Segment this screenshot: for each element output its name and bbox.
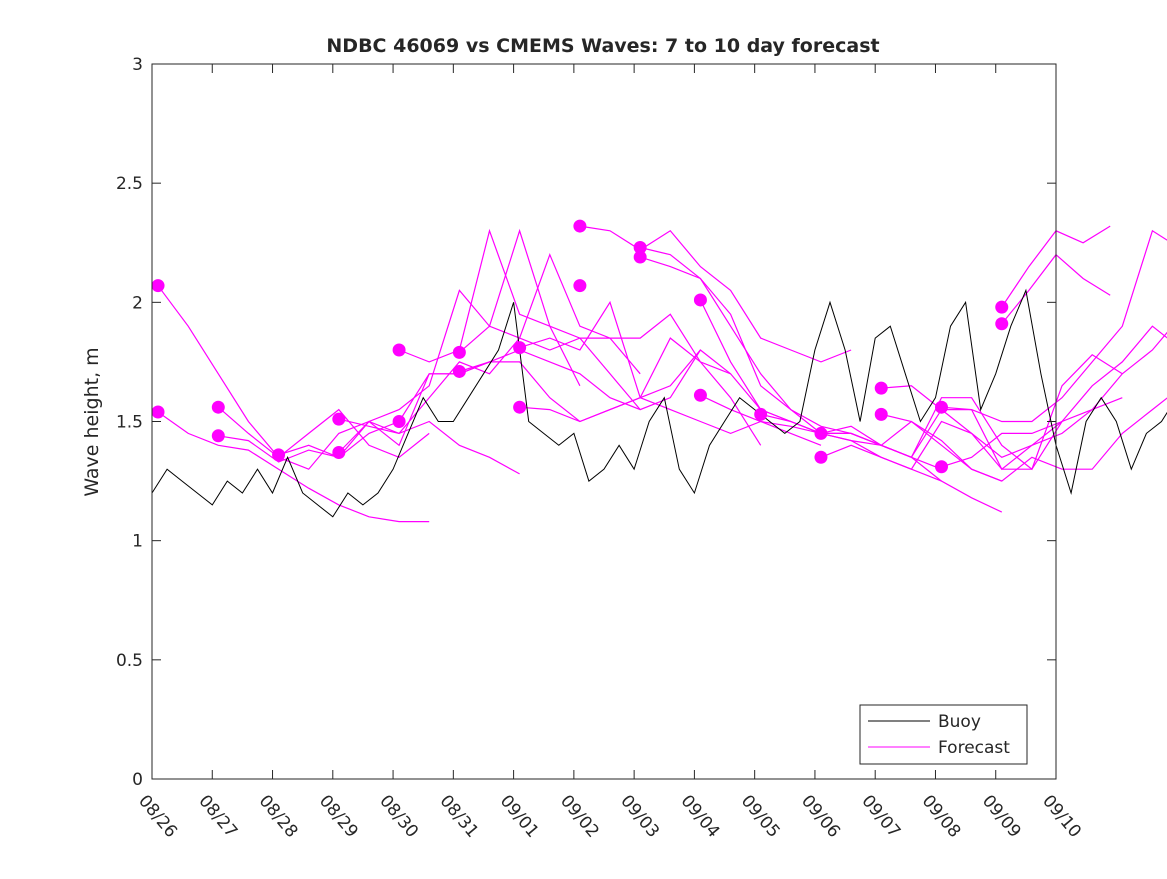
x-tick-label: 09/07 (857, 791, 904, 841)
y-tick-label: 2 (132, 293, 143, 313)
x-tick-label: 09/05 (737, 791, 784, 841)
forecast-start-marker (332, 413, 345, 426)
forecast-line-7 (399, 231, 700, 410)
x-tick-label: 08/29 (315, 791, 362, 841)
y-tick-label: 3 (132, 55, 143, 75)
forecast-line-20 (881, 314, 1167, 457)
x-tick-label: 09/03 (616, 791, 663, 841)
forecast-start-marker (634, 251, 647, 264)
forecast-start-marker (152, 279, 165, 292)
x-tick-label: 09/01 (496, 791, 543, 841)
x-tick-label: 09/04 (677, 791, 724, 841)
x-tick-label: 08/28 (255, 791, 302, 841)
forecast-start-marker (332, 446, 345, 459)
forecast-start-marker (694, 293, 707, 306)
forecast-line-1 (158, 412, 429, 522)
buoy-line (152, 290, 1167, 528)
forecast-start-marker (995, 301, 1008, 314)
forecast-start-marker (995, 317, 1008, 330)
forecast-start-marker (212, 401, 225, 414)
forecast-line-6 (339, 350, 640, 453)
y-tick-label: 1 (132, 532, 143, 552)
x-tick-label: 09/06 (797, 791, 844, 841)
forecast-start-marker (453, 346, 466, 359)
forecast-start-marker (393, 415, 406, 428)
x-tick-label: 08/27 (194, 791, 241, 841)
forecast-start-marker (935, 401, 948, 414)
forecast-line-15 (700, 300, 1001, 512)
forecast-line-9 (459, 338, 760, 445)
forecast-line-18 (821, 355, 1122, 469)
y-tick-label: 2.5 (116, 174, 143, 194)
x-tick-label: 08/30 (375, 791, 422, 841)
forecast-start-marker (393, 344, 406, 357)
forecast-start-marker (935, 460, 948, 473)
forecast-line-2 (218, 407, 519, 474)
forecast-start-marker (754, 408, 767, 421)
forecast-start-marker (453, 365, 466, 378)
legend-forecast-label: Forecast (938, 738, 1010, 758)
x-tick-label: 09/02 (556, 791, 603, 841)
forecast-start-marker (694, 389, 707, 402)
chart-title: NDBC 46069 vs CMEMS Waves: 7 to 10 day f… (326, 35, 879, 57)
y-axis-label: Wave height, m (81, 347, 103, 496)
forecast-start-marker (152, 405, 165, 418)
forecast-start-marker (272, 448, 285, 461)
forecast-line-11 (520, 398, 821, 446)
y-tick-label: 0 (132, 770, 143, 790)
x-tick-label: 09/10 (1038, 791, 1085, 841)
forecast-start-marker (573, 279, 586, 292)
forecast-line-5 (339, 255, 640, 434)
y-tick-label: 1.5 (116, 413, 143, 433)
forecast-start-marker (212, 429, 225, 442)
x-tick-label: 09/09 (978, 791, 1025, 841)
forecast-line-14 (640, 257, 941, 481)
forecast-start-marker (513, 341, 526, 354)
x-tick-label: 08/26 (134, 791, 181, 841)
forecast-line-0 (158, 286, 429, 458)
legend: Buoy Forecast (860, 705, 1027, 764)
x-tick-label: 08/31 (436, 791, 483, 841)
forecast-start-marker (875, 408, 888, 421)
forecast-line-12 (580, 226, 851, 362)
y-tick-label: 0.5 (116, 651, 143, 671)
forecast-line-3 (218, 362, 489, 462)
forecast-line-23 (942, 326, 1167, 467)
forecast-start-marker (513, 401, 526, 414)
forecast-line-13 (640, 248, 941, 470)
legend-buoy-label: Buoy (938, 712, 981, 732)
forecast-start-marker (814, 427, 827, 440)
forecast-start-marker (573, 220, 586, 233)
forecast-start-marker (875, 382, 888, 395)
forecast-line-22 (942, 231, 1167, 422)
x-tick-label: 09/08 (918, 791, 965, 841)
forecast-start-marker (814, 451, 827, 464)
